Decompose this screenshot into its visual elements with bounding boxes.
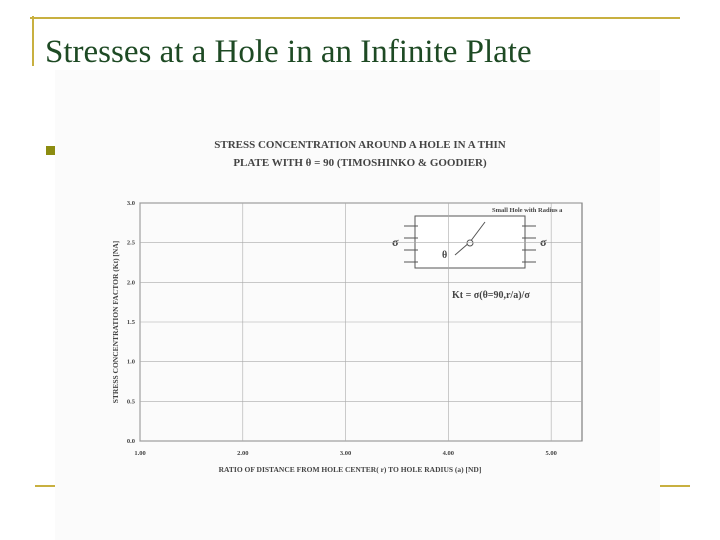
x-tick-label: 4.00 <box>443 450 454 457</box>
y-tick-label: 1.0 <box>127 359 135 366</box>
y-tick-label: 2.0 <box>127 279 135 286</box>
x-tick-label: 2.00 <box>237 450 248 457</box>
inset-hole <box>466 239 474 247</box>
y-tick-label: 1.5 <box>127 319 136 326</box>
slide-title: Stresses at a Hole in an Infinite Plate <box>45 34 532 70</box>
x-tick-label: 1.00 <box>134 450 145 457</box>
annotation: Small Hole with Radius a <box>492 207 563 214</box>
chart-title: STRESS CONCENTRATION AROUND A HOLE IN A … <box>214 139 506 151</box>
y-tick-label: 0.0 <box>127 438 135 445</box>
x-tick-label: 3.00 <box>340 450 351 457</box>
y-axis-label: STRESS CONCENTRATION FACTOR (Kt) [NA] <box>111 241 120 404</box>
annotation: σ <box>392 235 399 249</box>
y-tick-label: 3.0 <box>127 200 135 207</box>
chart: STRESS CONCENTRATION AROUND A HOLE IN A … <box>111 139 583 474</box>
x-axis-label: RATIO OF DISTANCE FROM HOLE CENTER( r) T… <box>219 465 482 474</box>
annotation: Kt = σ(θ=90,r/a)/σ <box>452 290 530 301</box>
y-tick-label: 0.5 <box>127 398 136 405</box>
bullet <box>46 146 55 155</box>
scan <box>55 70 660 540</box>
chart-title: PLATE WITH θ = 90 (TIMOSHINKO & GOODIER) <box>233 157 487 169</box>
x-tick-label: 5.00 <box>545 450 556 457</box>
annotation: θ <box>442 250 447 261</box>
annotation: σ <box>540 235 547 249</box>
y-tick-label: 2.5 <box>127 240 136 247</box>
